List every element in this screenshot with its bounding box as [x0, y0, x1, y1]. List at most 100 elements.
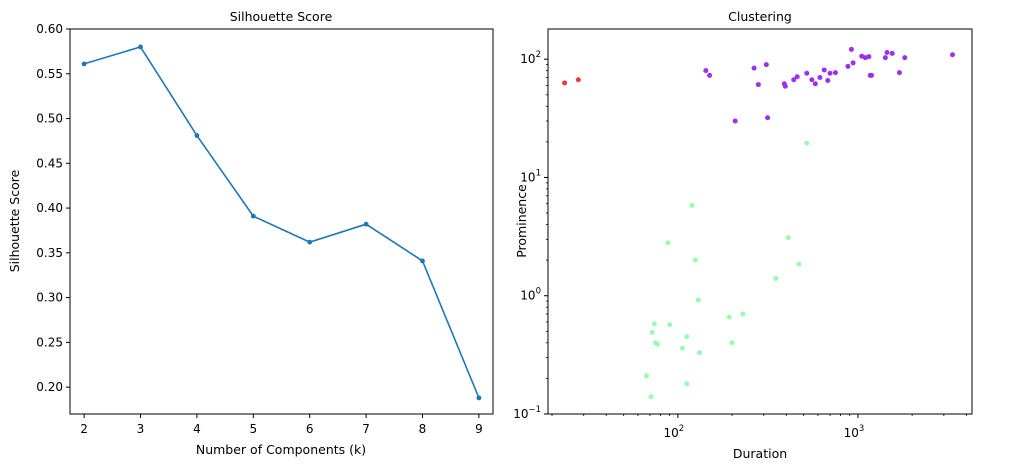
x-tick-label: 9: [475, 422, 483, 436]
clustering-axes-frame: [547, 28, 973, 415]
y-tick-label: 0.35: [36, 246, 63, 260]
silhouette-point: [363, 221, 369, 227]
x-tick-label: 3: [137, 422, 145, 436]
scatter-point: [804, 70, 810, 76]
scatter-point: [763, 62, 769, 68]
silhouette-plot-title: Silhouette Score: [230, 9, 333, 24]
y-tick-label: 0.20: [36, 380, 63, 394]
silhouette-point: [81, 61, 87, 67]
y-tick-base: 10: [520, 52, 535, 66]
silhouette-y-axis-label: Silhouette Score: [7, 169, 22, 272]
scatter-point: [804, 140, 810, 146]
scatter-point: [817, 75, 823, 81]
scatter-point: [695, 297, 701, 303]
silhouette-axes-frame: [69, 28, 494, 415]
scatter-point: [649, 329, 655, 335]
silhouette-point: [476, 395, 482, 401]
scatter-point: [796, 261, 802, 267]
scatter-point: [896, 70, 902, 76]
y-tick-label: 102: [520, 50, 541, 66]
scatter-point: [782, 83, 788, 89]
y-tick-label: 0.30: [36, 291, 63, 305]
y-tick-label: 0.25: [36, 335, 63, 349]
scatter-point: [809, 77, 815, 83]
scatter-point: [726, 314, 732, 320]
x-tick-label: 103: [844, 424, 865, 440]
scatter-point: [755, 82, 761, 88]
scatter-point: [845, 63, 851, 69]
y-tick-exponent: 0: [536, 287, 541, 297]
scatter-point: [949, 52, 955, 58]
scatter-point: [850, 60, 856, 66]
y-tick-label: 101: [520, 168, 541, 184]
y-tick-label: 10−1: [513, 405, 541, 421]
scatter-point: [644, 373, 650, 379]
x-tick-label: 2: [80, 422, 88, 436]
y-tick-label: 0.50: [36, 112, 63, 126]
scatter-point: [889, 50, 895, 56]
scatter-point: [773, 275, 779, 281]
scatter-point: [697, 350, 703, 356]
y-tick-exponent: 1: [536, 168, 541, 178]
scatter-point: [575, 77, 581, 83]
scatter-point: [689, 202, 695, 208]
y-tick-exponent: 2: [536, 50, 541, 60]
silhouette-point: [250, 213, 256, 219]
scatter-point: [794, 74, 800, 80]
scatter-point: [679, 345, 685, 351]
x-tick-base: 10: [664, 426, 679, 440]
clustering-x-axis-label: Duration: [733, 446, 787, 461]
x-tick-exponent: 3: [859, 424, 864, 434]
silhouette-plot-area: 2 3 4 5 6 7 8 9 0.20 0.25 0.30 0.35 0.40 0.45 0.50 0.55…: [36, 22, 482, 436]
y-tick-label: 0.60: [36, 22, 63, 36]
scatter-point: [751, 65, 757, 71]
scatter-point: [684, 334, 690, 340]
silhouette-point: [138, 44, 143, 50]
x-tick-label: 102: [664, 424, 685, 440]
clustering-y-axis-label: Prominence: [514, 184, 529, 258]
scatter-point: [825, 78, 831, 84]
scatter-point: [791, 77, 797, 83]
y-tick-label: 0.55: [36, 67, 63, 81]
scatter-point: [832, 70, 838, 76]
scatter-point: [707, 72, 713, 78]
scatter-point: [729, 340, 735, 346]
silhouette-point: [307, 239, 313, 245]
scatter-point: [684, 381, 690, 387]
silhouette-point: [194, 133, 200, 138]
y-tick-base: 10: [513, 407, 528, 421]
y-tick-label: 0.40: [36, 201, 63, 215]
scatter-point: [648, 394, 654, 400]
y-tick-exponent: −1: [528, 405, 541, 415]
scatter-point: [765, 115, 771, 121]
silhouette-score-panel: Silhouette Score 2 3 4 5 6 7 8 9 0.20 0.25 0.30 0.3…: [7, 9, 494, 457]
scatter-point: [882, 55, 888, 61]
scatter-point: [562, 80, 568, 86]
x-tick-label: 8: [419, 422, 427, 436]
scatter-point: [740, 311, 746, 317]
x-tick-base: 10: [844, 426, 859, 440]
scatter-point: [732, 118, 738, 124]
y-tick-base: 10: [520, 170, 535, 184]
scatter-point: [785, 235, 791, 241]
scatter-point: [651, 321, 657, 327]
x-tick-label: 4: [193, 422, 201, 436]
scatter-point: [866, 54, 872, 60]
scatter-point: [827, 70, 833, 76]
scatter-point: [869, 72, 875, 78]
scatter-point: [703, 68, 709, 74]
x-tick-label: 7: [362, 422, 370, 436]
silhouette-line: [83, 45, 480, 399]
y-tick-label: 0.45: [36, 156, 63, 170]
y-tick-label: 100: [520, 287, 541, 303]
scatter-point: [812, 81, 818, 87]
scatter-point: [902, 55, 908, 61]
x-tick-exponent: 2: [679, 424, 684, 434]
silhouette-point: [420, 258, 425, 264]
scatter-point: [848, 46, 854, 52]
silhouette-x-axis-label: Number of Components (k): [196, 442, 366, 457]
